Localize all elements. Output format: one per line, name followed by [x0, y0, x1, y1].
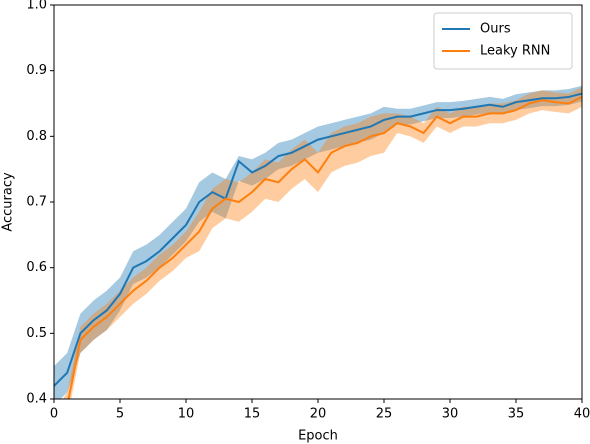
confidence-band: [62, 87, 582, 399]
x-axis-label: Epoch: [298, 429, 338, 444]
x-tick-label: 35: [508, 407, 525, 422]
series-line: [67, 96, 582, 399]
confidence-band: [54, 85, 582, 399]
x-tick-label: 20: [310, 407, 327, 422]
legend-box: [433, 12, 573, 70]
legend-label: Ours: [480, 22, 511, 37]
x-tick-label: 5: [116, 407, 124, 422]
y-tick-label: 0.5: [26, 326, 47, 341]
x-tick-label: 0: [50, 407, 58, 422]
x-tick-label: 25: [376, 407, 393, 422]
y-tick-label: 0.7: [26, 195, 47, 210]
x-tick-label: 10: [178, 407, 195, 422]
y-tick-label: 0.6: [26, 260, 47, 275]
x-tick-label: 30: [442, 407, 459, 422]
series-line: [54, 92, 582, 387]
y-tick-label: 0.9: [26, 63, 47, 78]
x-tick-label: 15: [244, 407, 261, 422]
x-tick-label: 40: [574, 407, 590, 422]
y-axis-label: Accuracy: [1, 172, 16, 232]
y-tick-label: 0.8: [26, 129, 47, 144]
legend-label: Leaky RNN: [480, 44, 550, 59]
plot-area: [54, 85, 582, 399]
y-tick-label: 0.4: [26, 392, 47, 407]
y-tick-label: 1.0: [26, 0, 47, 13]
